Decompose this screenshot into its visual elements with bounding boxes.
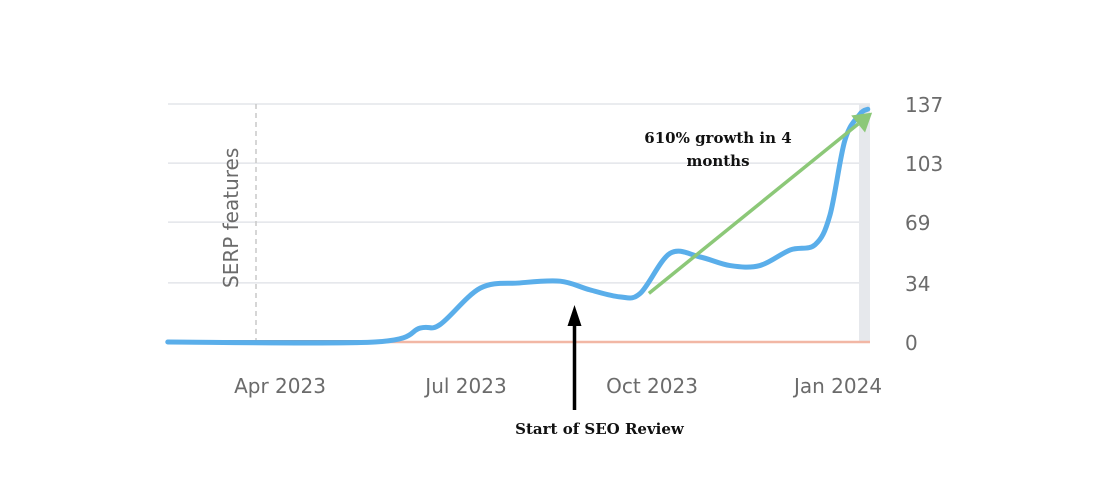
growth-annotation-line-2: months bbox=[686, 152, 749, 170]
x-tick-label: Jul 2023 bbox=[423, 374, 506, 398]
seo-review-arrow-head bbox=[567, 305, 582, 326]
seo-review-annotation: Start of SEO Review bbox=[515, 420, 685, 438]
growth-arrow-line bbox=[647, 122, 860, 295]
y-tick-label: 34 bbox=[905, 272, 930, 296]
y-tick-label: 69 bbox=[905, 211, 930, 235]
serp-features-label: SERP features bbox=[219, 148, 243, 288]
current-period-band bbox=[859, 104, 870, 342]
x-tick-label: Oct 2023 bbox=[606, 374, 698, 398]
x-tick-label: Jan 2024 bbox=[792, 374, 882, 398]
y-tick-label: 0 bbox=[905, 331, 918, 355]
growth-arrow-head bbox=[851, 112, 873, 133]
y-tick-label: 103 bbox=[905, 152, 943, 176]
y-tick-label: 137 bbox=[905, 93, 943, 117]
x-tick-label: Apr 2023 bbox=[234, 374, 326, 398]
growth-annotation-line-1: 610% growth in 4 bbox=[644, 129, 791, 147]
series-line-keywords bbox=[165, 106, 871, 346]
